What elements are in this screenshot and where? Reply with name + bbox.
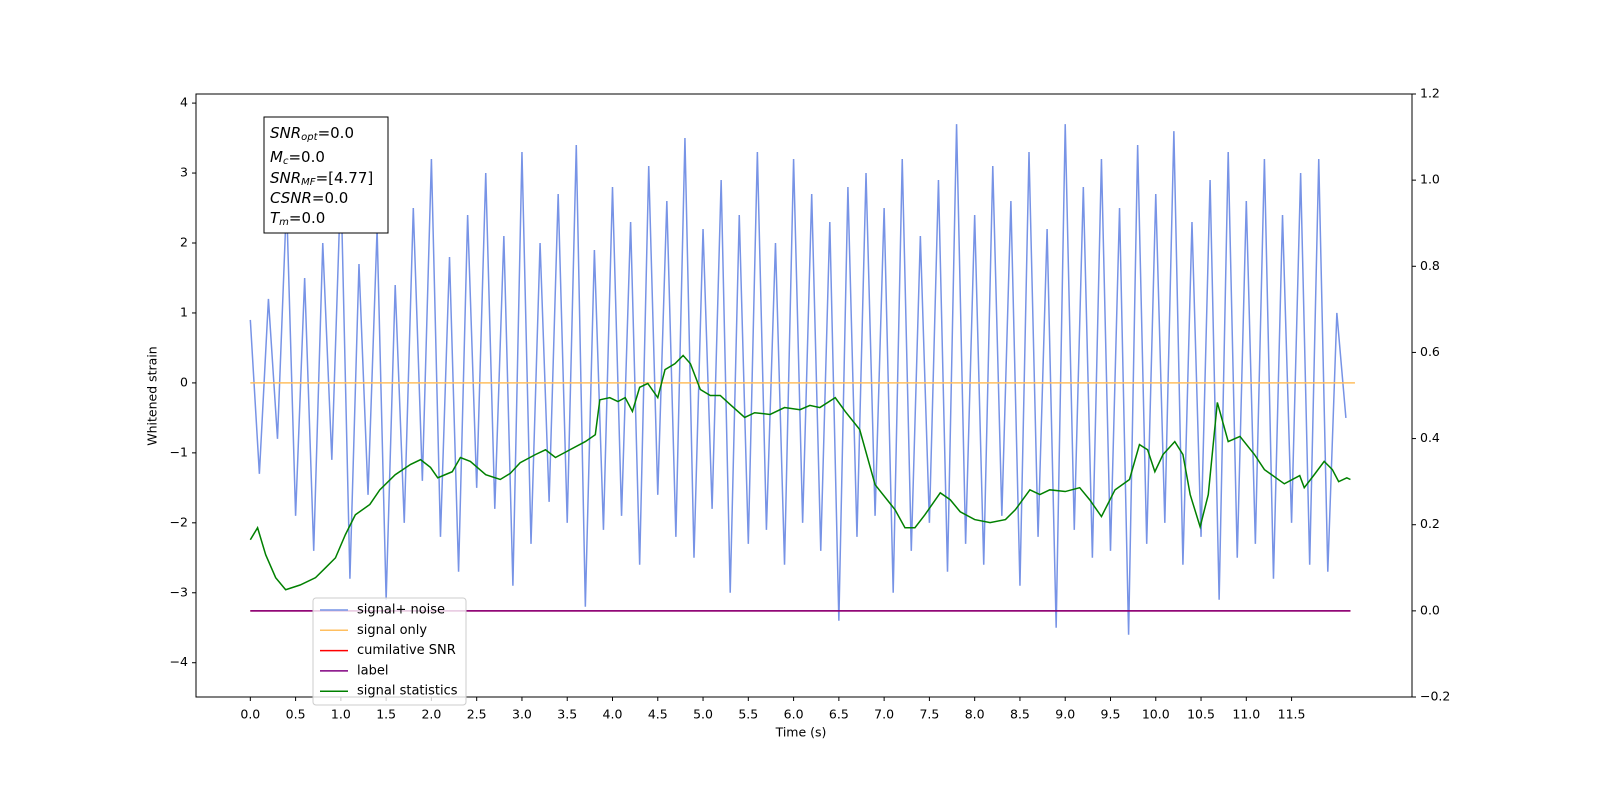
legend-label: label xyxy=(357,663,388,678)
annotation-sub: opt xyxy=(301,132,318,143)
x-tick-label: 1.5 xyxy=(376,707,396,722)
annotation-value: =0.0 xyxy=(312,189,348,207)
x-tick-label: 6.0 xyxy=(784,707,804,722)
y2-tick-label: −0.2 xyxy=(1420,689,1450,704)
annotation-value: =0.0 xyxy=(289,209,325,227)
x-tick-label: 2.0 xyxy=(421,707,441,722)
annotation: Mc=0.0 xyxy=(270,148,325,168)
series-line xyxy=(249,354,1351,591)
annotation-box xyxy=(263,116,389,234)
x-tick-label: 4.0 xyxy=(603,707,623,722)
x-tick-label: 6.5 xyxy=(829,707,849,722)
annotation-value: =0.0 xyxy=(318,124,354,142)
x-tick-label: 10.0 xyxy=(1142,707,1170,722)
y-tick-label: 2 xyxy=(180,235,188,250)
annotation-name: SNR xyxy=(270,124,301,142)
y2-tick-label: 0.8 xyxy=(1420,258,1440,273)
annotation-name: CSNR xyxy=(270,189,312,207)
x-tick-label: 11.5 xyxy=(1278,707,1306,722)
legend-box xyxy=(312,597,467,706)
x-tick-label: 0.5 xyxy=(286,707,306,722)
annotation-name: SNR xyxy=(270,169,301,187)
y2-tick-label: 0.4 xyxy=(1420,430,1440,445)
annotation-sub: c xyxy=(283,156,289,167)
y-tick-label: −2 xyxy=(170,514,188,529)
annotation-value: =0.0 xyxy=(288,148,324,166)
x-tick-label: 2.5 xyxy=(467,707,487,722)
x-tick-label: 3.0 xyxy=(512,707,532,722)
annotation: CSNR=0.0 xyxy=(270,189,348,207)
x-tick-label: 11.0 xyxy=(1232,707,1260,722)
y2-tick-label: 0.6 xyxy=(1420,344,1440,359)
series-line xyxy=(249,124,1347,635)
y-tick-label: 1 xyxy=(180,304,188,319)
x-tick-label: 8.5 xyxy=(1010,707,1030,722)
y-tick-label: 0 xyxy=(180,374,188,389)
x-tick-label: 1.0 xyxy=(331,707,351,722)
annotation: Tm=0.0 xyxy=(270,209,325,229)
x-tick-label: 9.0 xyxy=(1055,707,1075,722)
y-tick-label: −3 xyxy=(170,584,188,599)
y-tick-label: −4 xyxy=(170,654,188,669)
x-tick-label: 7.0 xyxy=(874,707,894,722)
x-tick-label: 9.5 xyxy=(1101,707,1121,722)
x-tick-label: 4.5 xyxy=(648,707,668,722)
x-tick-label: 5.5 xyxy=(738,707,758,722)
y-tick-label: −1 xyxy=(170,444,188,459)
annotation-sub: MF xyxy=(301,177,316,188)
y2-tick-label: 0.2 xyxy=(1420,516,1440,531)
annotation-value: =[4.77] xyxy=(316,169,374,187)
x-tick-label: 5.0 xyxy=(693,707,713,722)
annotation: SNRMF=[4.77] xyxy=(270,169,373,189)
annotation: SNRopt=0.0 xyxy=(270,124,354,144)
legend-label: cumilative SNR xyxy=(357,643,456,658)
x-tick-label: 7.5 xyxy=(919,707,939,722)
x-tick-label: 3.5 xyxy=(557,707,577,722)
y2-tick-label: 1.2 xyxy=(1420,86,1440,101)
legend-label: signal statistics xyxy=(357,684,458,699)
x-tick-label: 10.5 xyxy=(1187,707,1215,722)
y-tick-label: 3 xyxy=(180,165,188,180)
x-axis-label: Time (s) xyxy=(775,725,827,740)
annotation-name: M xyxy=(270,148,283,166)
legend-label: signal+ noise xyxy=(357,603,445,618)
annotation-name: T xyxy=(270,209,281,227)
y-axis-label: Whitened strain xyxy=(145,346,160,445)
y2-tick-label: 1.0 xyxy=(1420,172,1440,187)
plot-frame xyxy=(195,93,1413,698)
x-tick-label: 8.0 xyxy=(965,707,985,722)
x-tick-label: 0.0 xyxy=(240,707,260,722)
legend-label: signal only xyxy=(357,623,427,638)
y-tick-label: 4 xyxy=(180,95,188,110)
annotation-sub: m xyxy=(279,217,289,228)
y2-tick-label: 0.0 xyxy=(1420,602,1440,617)
